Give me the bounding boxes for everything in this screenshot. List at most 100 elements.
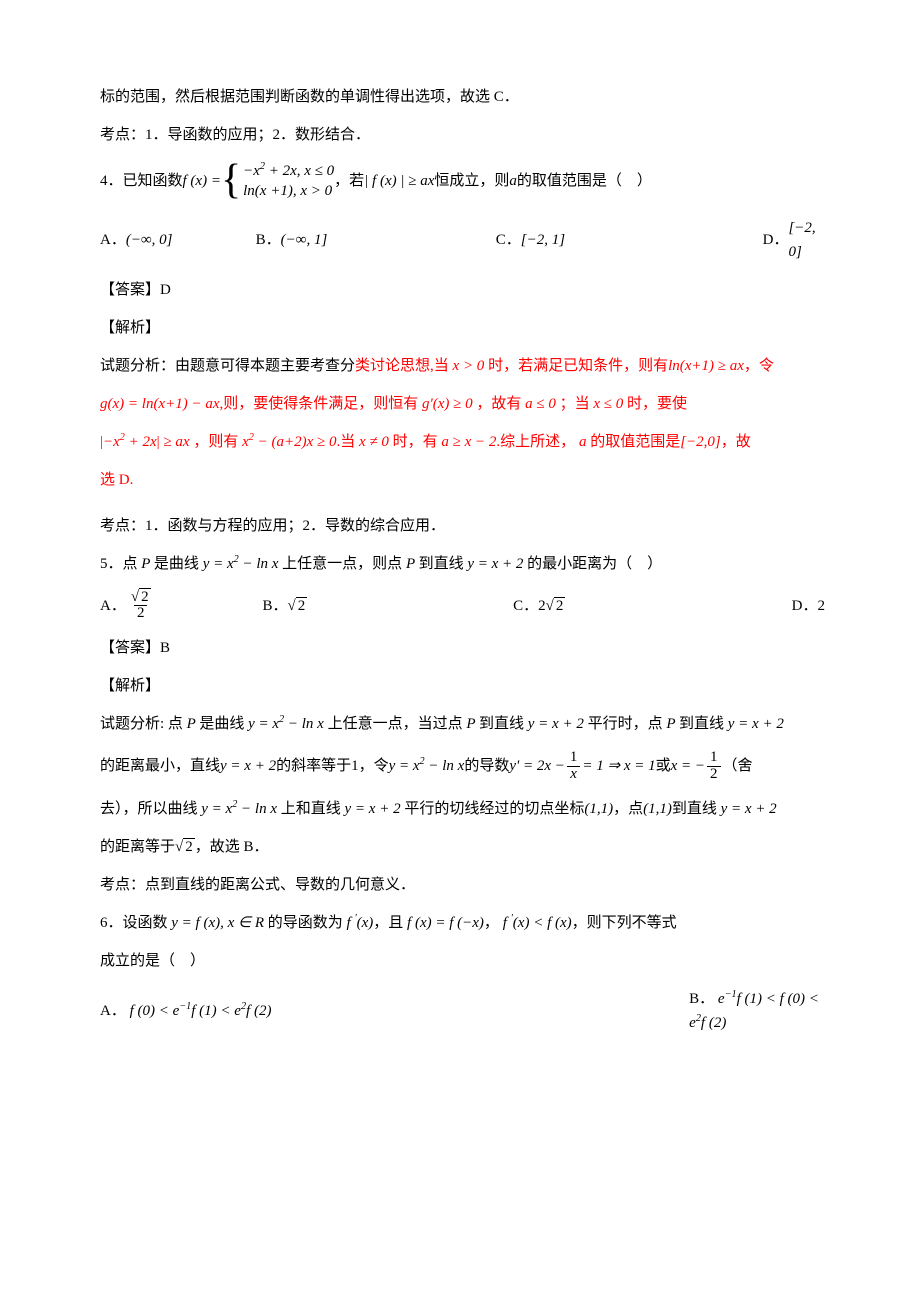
q5a2c2: − ln x [425,758,465,774]
q5-stem: 5．点 P 是曲线 y = x2 − ln x 上任意一点，则点 P 到直线 y… [100,552,825,576]
q5a1p: 试题分析: 点 [100,716,183,732]
q4-e2m1: g'(x) ≥ 0 [418,396,476,412]
q5a2dd: x [567,766,580,783]
q5a3t2: 上和直线 [281,801,341,817]
q4-e1t: 时，若满足已知条件，则有 [488,358,668,374]
q4-e2m2: a ≤ 0 [521,396,559,412]
q5-a4: 的距离等于√2，故选 B． [100,835,825,859]
q5a1c1: y = x [244,716,279,732]
q4-cond: | f (x) | ≥ ax [364,169,434,193]
q4-e2t1: ,则，要使得条件满足，则恒有 [220,396,419,412]
q5a3t1: 去），所以曲线 [100,801,198,817]
q5-a2: 的距离最小，直线 y = x + 2 的斜率等于1，令 y = x2 − ln … [100,750,825,783]
q4-e2g: g(x) = ln(x+1) − ax [100,396,220,412]
q4-e3t3: 时，有 [393,434,438,450]
q5a2d1: y' = 2x − [509,754,565,778]
q5-ob: √2 [287,594,307,618]
q4-e2m3: x ≤ 0 [590,396,627,412]
q6-options: A． f (0) < e−1f (1) < e2f (2) B． e−1f (1… [100,987,825,1035]
q4-end: 的取值范围是（ ） [517,169,652,193]
q6-stem1: 6．设函数 y = f (x), x ∈ R 的导函数为 f '(x)，且 f … [100,911,825,935]
q6p: 6．设函数 [100,915,168,931]
q4-ld: D． [763,228,789,252]
q4-e3m4: [−2,0] [680,434,721,450]
q5-occ: 2 [538,594,546,618]
q5-oan: 2 [139,588,151,605]
q4-a: a [509,169,517,193]
q4-stem: 4．已知函数 f (x) = { −x2 + 2x, x ≤ 0 ln(x +1… [100,161,825,202]
q5-oad: 2 [134,605,148,622]
q5a4t2: ，故选 B． [195,839,269,855]
q5a2le: y = x + 2 [220,754,276,778]
q5a2dn: 1 [567,750,581,766]
q6t2: ，且 [373,915,403,931]
q5a1t4: 平行时，点 [588,716,663,732]
q5a1pp: P [183,716,199,732]
q4-e3t2: .当 [336,434,355,450]
q4-pts: 考点：1．函数与方程的应用；2．导数的综合应用． [100,514,825,538]
q5-answer: 【答案】B [100,636,825,660]
q4-e3t1: ，则有 [193,434,238,450]
q4-e1: 试题分析：由题意可得本题主要考查分类讨论思想,当 x > 0 时，若满足已知条件… [100,354,825,378]
q6la: A． [100,1003,126,1019]
q4-explain-label: 【解析】 [100,316,825,340]
q4-e3t6: ，故 [721,434,751,450]
q4-oa: (−∞, 0] [126,228,173,252]
q4-e3a: −x [103,434,120,450]
q5a3pt: (1,1) [584,801,613,817]
q5-p: 5．点 [100,556,138,572]
q5a2d2: = 1 ⇒ x = 1 [582,754,655,778]
q4-e3m1: x [238,434,248,450]
q4-prefix: 4．已知函数 [100,169,183,193]
q4-mid1: ，若 [334,169,364,193]
q6fx: y = f (x), x ∈ R [168,915,268,931]
q4-e3aa: a [575,434,590,450]
q5a4r: 2 [183,838,195,855]
q5a3pt2: (1,1) [643,801,672,817]
q5a3t5: 到直线 [672,801,717,817]
q5a1pp3: P [663,716,679,732]
intro-line1: 标的范围，然后根据范围判断函数的单调性得出选项，故选 C． [100,85,825,109]
q5-lc: C． [513,594,538,618]
q5a1t5: 到直线 [679,716,724,732]
q5-pp2: P [402,556,418,572]
q5-t1: 是曲线 [154,556,199,572]
q6aa: f (0) < e [130,1003,180,1019]
q5-t3: 到直线 [419,556,464,572]
q5a3c2: − ln x [237,801,280,817]
q4-ob: (−∞, 1] [281,228,328,252]
q5a3t4: ，点 [613,801,643,817]
q5-od: 2 [818,594,826,618]
q5a3le2: y = x + 2 [717,801,777,817]
q5a1t1: 是曲线 [199,716,244,732]
q5a2c1: y = x [389,758,420,774]
q4-e1c: x > 0 [449,358,488,374]
q5-t2: 上任意一点，则点 [282,556,402,572]
q5a2xn: 1 [707,750,721,766]
intro-line2: 考点：1．导函数的应用；2．数形结合． [100,123,825,147]
q5a2xd: 2 [707,766,721,783]
q5-explain-label: 【解析】 [100,674,825,698]
q5a2t1: 的距离最小，直线 [100,754,220,778]
q4-e2t3: ；当 [560,396,590,412]
q4-e2t4: 时，要使 [627,396,687,412]
q5a2t4: 的导数 [464,754,509,778]
q5a3c1: y = x [198,801,233,817]
q4-av: D [160,282,171,298]
q6ac: f (2) [246,1003,271,1019]
q6t3: ， [484,915,499,931]
q6c1: f (x) = f (−x) [403,915,484,931]
q4-od: [−2, 0] [788,216,825,264]
q4-e3t5: 的取值范围是 [590,434,680,450]
q5a3le: y = x + 2 [341,801,405,817]
q4-e3t4: .综上所述， [496,434,575,450]
q4-answer: 【答案】D [100,278,825,302]
q5-oc: √2 [546,594,566,618]
q6c2a: f [499,915,511,931]
q4-options: A．(−∞, 0] B．(−∞, 1] C．[−2, 1] D．[−2, 0] [100,216,825,264]
q5a2x2: x = − [671,754,705,778]
q5-av: B [160,640,170,656]
q4-e3m1b: − (a+2)x ≥ 0 [254,434,337,450]
q5a1t2: 上任意一点，当过点 [328,716,463,732]
q4-sfx: 恒成立，则 [434,169,509,193]
